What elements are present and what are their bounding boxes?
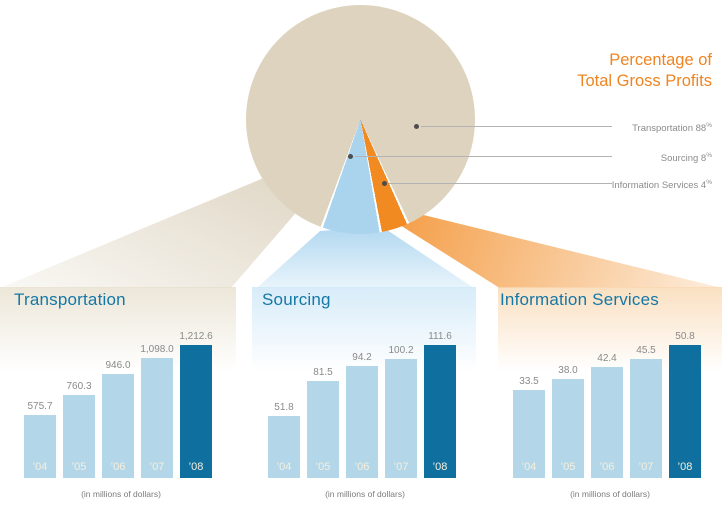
bar-column: 575.7 ’04 <box>24 401 56 478</box>
legend-value: 88 <box>695 123 707 135</box>
bar: ’06 <box>591 367 623 478</box>
bar: ’04 <box>24 415 56 478</box>
legend-unit: % <box>706 152 712 159</box>
bar-chart-information-services: 33.5 ’04 38.0 ’05 42.4 ’06 45.5 ’07 50.8 ’08 <box>513 331 701 478</box>
bar-year-label: ’07 <box>638 461 654 473</box>
pie-chart <box>246 5 475 234</box>
bar: ’06 <box>102 374 134 478</box>
bar-year-label: ’06 <box>354 461 370 473</box>
legend-dot-transportation <box>414 124 419 129</box>
bar-value-label: 51.8 <box>274 402 294 413</box>
bar-year-label: ’06 <box>599 461 615 473</box>
bar: ’07 <box>141 358 173 478</box>
bar-column: 81.5 ’05 <box>307 367 339 478</box>
bar-value-label: 38.0 <box>558 365 578 376</box>
bar-value-label: 94.2 <box>352 352 372 363</box>
beam-transportation <box>0 166 300 288</box>
bar-column: 1,212.6 ’08 <box>179 331 213 478</box>
bar-column: 42.4 ’06 <box>591 353 623 478</box>
bar-year-label: ’06 <box>110 461 126 473</box>
section-heading-information-services: Information Services <box>500 290 659 309</box>
legend-value: 8 <box>700 153 707 165</box>
pie-title-line2: Total Gross Profits <box>577 72 712 90</box>
bar-chart-sourcing: 51.8 ’04 81.5 ’05 94.2 ’06 100.2 ’07 111.6 ’08 <box>268 331 456 478</box>
legend-dot-sourcing <box>348 154 353 159</box>
pie-title-line1: Percentage of <box>609 51 712 69</box>
bar-year-label: ’05 <box>315 461 331 473</box>
bar-value-label: 1,212.6 <box>179 331 213 342</box>
caption-information-services: (in millions of dollars) <box>570 489 650 499</box>
bar-value-label: 81.5 <box>313 367 333 378</box>
bar-value-label: 45.5 <box>636 345 656 356</box>
bar-chart-transportation: 575.7 ’04 760.3 ’05 946.0 ’06 1,098.0 ’07 1,212.… <box>24 331 213 478</box>
bar-value-label: 33.5 <box>519 376 539 387</box>
bar-year-label: ’08 <box>188 461 204 473</box>
bar-column: 50.8 ’08 <box>669 331 701 478</box>
bar-value-label: 760.3 <box>66 381 92 392</box>
bar-column: 111.6 ’08 <box>424 331 456 478</box>
bar-value-label: 42.4 <box>597 353 617 364</box>
bar-column: 1,098.0 ’07 <box>140 344 174 478</box>
bar: ’06 <box>346 366 378 478</box>
legend-label-information-services: Information Services 4% <box>482 177 712 192</box>
bar-year-label: ’05 <box>560 461 576 473</box>
bar: ’08 <box>669 345 701 478</box>
legend-value: 4 <box>700 180 707 192</box>
bar-column: 38.0 ’05 <box>552 365 584 478</box>
caption-sourcing: (in millions of dollars) <box>325 489 405 499</box>
bar: ’07 <box>385 359 417 478</box>
pie-title: Percentage of Total Gross Profits <box>482 50 712 92</box>
legend-label-sourcing: Sourcing 8% <box>482 150 712 165</box>
legend-label-transportation: Transportation 88% <box>482 120 712 135</box>
bar-column: 94.2 ’06 <box>346 352 378 478</box>
bar-year-label: ’08 <box>432 461 448 473</box>
bar-column: 51.8 ’04 <box>268 402 300 478</box>
bar-year-label: ’07 <box>393 461 409 473</box>
bar: ’08 <box>180 345 212 478</box>
bar: ’04 <box>513 390 545 478</box>
legend-text: Transportation <box>632 123 693 135</box>
leader-line-transportation <box>421 126 612 127</box>
bar: ’05 <box>63 395 95 478</box>
caption-transportation: (in millions of dollars) <box>81 489 161 499</box>
bar: ’04 <box>268 416 300 478</box>
bar-year-label: ’05 <box>71 461 87 473</box>
bar-column: 946.0 ’06 <box>102 360 134 478</box>
bar-year-label: ’07 <box>149 461 165 473</box>
bar: ’08 <box>424 345 456 478</box>
legend-unit: % <box>706 179 712 186</box>
bar-year-label: ’04 <box>276 461 292 473</box>
bar: ’05 <box>307 381 339 478</box>
legend-text: Sourcing <box>660 153 699 165</box>
section-heading-sourcing: Sourcing <box>262 290 331 309</box>
bar: ’07 <box>630 359 662 478</box>
bar-value-label: 946.0 <box>105 360 131 371</box>
section-heading-transportation: Transportation <box>14 290 126 309</box>
bar-column: 100.2 ’07 <box>385 345 417 478</box>
bar: ’05 <box>552 379 584 478</box>
bar-column: 33.5 ’04 <box>513 376 545 478</box>
leader-line-sourcing <box>355 156 612 157</box>
bar-value-label: 50.8 <box>675 331 695 342</box>
bar-year-label: ’08 <box>677 461 693 473</box>
legend-text: Information Services <box>611 180 699 192</box>
bar-value-label: 575.7 <box>27 401 53 412</box>
legend-unit: % <box>706 122 712 129</box>
bar-column: 45.5 ’07 <box>630 345 662 478</box>
legend-dot-information-services <box>382 181 387 186</box>
bar-year-label: ’04 <box>521 461 537 473</box>
bar-value-label: 1,098.0 <box>140 344 174 355</box>
bar-year-label: ’04 <box>32 461 48 473</box>
bar-value-label: 100.2 <box>388 345 414 356</box>
bar-column: 760.3 ’05 <box>63 381 95 478</box>
bar-value-label: 111.6 <box>428 331 452 342</box>
leader-line-information-services <box>389 183 612 184</box>
